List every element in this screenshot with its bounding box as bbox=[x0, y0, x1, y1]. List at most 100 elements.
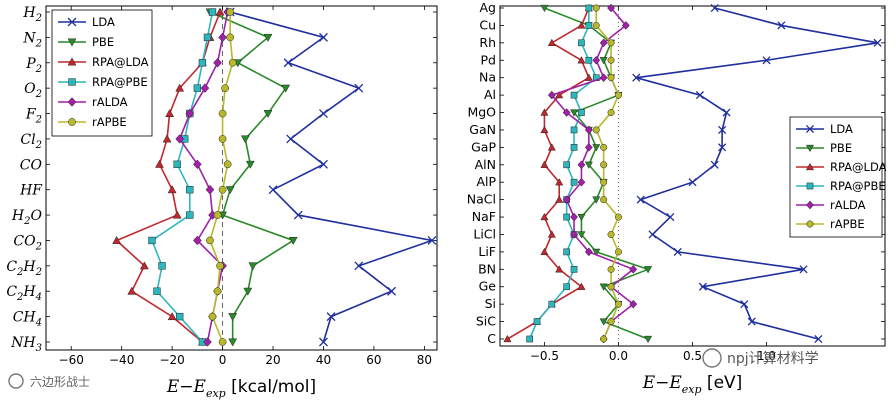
data-point bbox=[599, 73, 608, 83]
data-point bbox=[293, 210, 303, 220]
data-point bbox=[203, 33, 212, 42]
data-point bbox=[547, 143, 556, 151]
data-point bbox=[354, 83, 364, 93]
data-point bbox=[710, 160, 719, 169]
series-lda bbox=[632, 3, 882, 344]
x-axis-label: E−Eexp [kcal/mol] bbox=[166, 377, 316, 400]
data-point bbox=[208, 8, 217, 16]
data-point bbox=[644, 266, 653, 274]
data-point bbox=[158, 262, 166, 270]
y-tick-label: LiF bbox=[478, 244, 496, 259]
data-point bbox=[216, 261, 224, 270]
data-point bbox=[607, 265, 615, 273]
legend-marker bbox=[67, 17, 77, 27]
data-point bbox=[186, 211, 194, 219]
data-point bbox=[326, 312, 336, 322]
data-point bbox=[577, 282, 586, 290]
watermark-left: 六边形战士 bbox=[8, 373, 90, 389]
data-point bbox=[614, 213, 622, 221]
y-tick-label: NaCl bbox=[467, 192, 496, 207]
y-tick-label: GaP bbox=[471, 139, 496, 154]
data-point bbox=[629, 264, 638, 274]
series-rapbe bbox=[592, 4, 622, 343]
data-point bbox=[540, 247, 549, 256]
y-tick-label: N2 bbox=[22, 30, 42, 49]
data-point bbox=[555, 178, 564, 186]
data-point bbox=[600, 196, 608, 204]
y-tick-label: C bbox=[487, 331, 496, 346]
data-point bbox=[585, 56, 593, 64]
data-point bbox=[644, 335, 653, 344]
series-line bbox=[209, 12, 234, 343]
y-tick-label: Na bbox=[479, 70, 496, 85]
wechat-icon bbox=[702, 348, 722, 368]
watermark-left-text: 六边形战士 bbox=[30, 375, 90, 389]
legend-marker bbox=[805, 144, 815, 153]
y-tick-label: Al bbox=[484, 87, 496, 102]
data-point bbox=[585, 4, 593, 12]
data-point bbox=[173, 160, 181, 168]
data-point bbox=[570, 212, 578, 222]
legend-label: RPA@PBE bbox=[830, 179, 886, 193]
data-point bbox=[226, 8, 234, 16]
data-point bbox=[584, 161, 593, 169]
y-tick-label: NaF bbox=[472, 209, 496, 224]
data-point bbox=[577, 213, 586, 222]
legend-label: LDA bbox=[92, 15, 115, 29]
series-rpa-lda bbox=[112, 7, 225, 346]
x-tick-label: 40 bbox=[316, 353, 331, 367]
data-point bbox=[248, 262, 258, 271]
legend: LDA PBE RPA@LDA RPA@PBE rALDA rAPBE bbox=[51, 9, 153, 137]
data-point bbox=[584, 125, 593, 135]
y-tick-label: AlN bbox=[475, 157, 496, 172]
right-panel-solids: −0.5 0.0 0.5 1.0 Ag Cu Rh Pd Na Al MgO GaN GaP AlN AlP… bbox=[467, 0, 887, 396]
data-point bbox=[228, 313, 238, 322]
legend-marker bbox=[67, 38, 77, 47]
y-tick-label: H2O bbox=[11, 208, 43, 227]
data-point bbox=[225, 186, 235, 195]
watermark-logo-icon bbox=[8, 373, 24, 389]
data-point bbox=[563, 283, 570, 291]
data-point bbox=[540, 160, 549, 168]
legend-marker bbox=[806, 220, 814, 228]
y-tick-label: Cl2 bbox=[20, 132, 42, 151]
watermark-right: npj计算材料学 bbox=[702, 348, 819, 368]
y-tick-label: CO bbox=[20, 157, 43, 173]
data-point bbox=[193, 159, 202, 170]
legend-marker bbox=[67, 97, 77, 107]
legend-label: rALDA bbox=[92, 95, 128, 109]
data-point bbox=[578, 39, 585, 47]
data-point bbox=[740, 300, 749, 309]
data-point bbox=[112, 235, 122, 244]
data-point bbox=[592, 144, 601, 152]
data-point bbox=[540, 108, 549, 116]
data-point bbox=[223, 160, 232, 169]
series-line bbox=[115, 11, 221, 343]
y-tick-label: Si bbox=[485, 296, 496, 311]
data-point bbox=[198, 59, 207, 67]
data-point bbox=[213, 287, 222, 296]
legend-label: RPA@LDA bbox=[92, 55, 149, 69]
data-point bbox=[139, 261, 149, 270]
series-line bbox=[229, 11, 436, 343]
data-point bbox=[185, 108, 195, 119]
data-point bbox=[578, 109, 585, 116]
data-point bbox=[213, 211, 222, 219]
y-tick-label: Ag bbox=[480, 0, 497, 15]
data-point bbox=[592, 196, 601, 204]
data-point bbox=[205, 184, 215, 195]
data-point bbox=[621, 21, 630, 30]
y-tick-label: O2 bbox=[24, 81, 42, 100]
legend-label: rAPBE bbox=[92, 115, 127, 129]
data-point bbox=[193, 235, 202, 246]
data-point bbox=[176, 312, 184, 321]
data-point bbox=[203, 337, 212, 347]
data-point bbox=[718, 143, 727, 152]
data-point bbox=[695, 91, 704, 100]
data-point bbox=[600, 161, 608, 169]
data-point bbox=[607, 39, 615, 47]
x-tick-label: 0.5 bbox=[683, 349, 702, 363]
data-point bbox=[127, 286, 137, 295]
data-point bbox=[570, 266, 578, 273]
